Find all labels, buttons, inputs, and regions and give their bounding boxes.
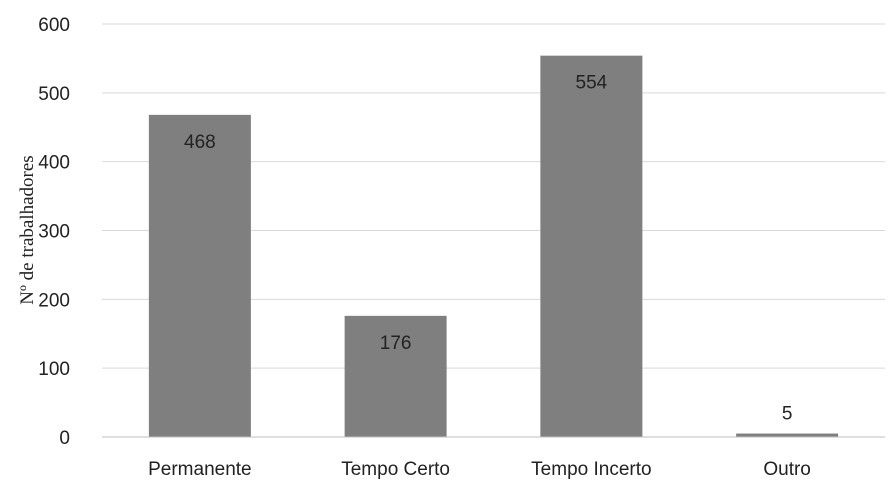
- y-axis-label: Nº de trabalhadores: [17, 155, 38, 304]
- data-label: 468: [184, 132, 216, 153]
- x-tick-label: Outro: [763, 459, 811, 480]
- bar-tempo-certo: [344, 315, 447, 437]
- y-tick-label: 100: [38, 359, 70, 380]
- data-labels: 468 176 554 5: [184, 73, 792, 425]
- y-tick-label: 200: [38, 290, 70, 311]
- data-label: 5: [782, 404, 793, 425]
- y-tick-label: 500: [38, 84, 70, 105]
- y-axis-ticks: 0 100 200 300 400 500 600: [38, 15, 70, 449]
- bar-permanente: [148, 114, 251, 438]
- x-tick-label: Tempo Certo: [341, 459, 450, 480]
- bar-tempo-incerto: [540, 55, 643, 438]
- data-label: 554: [576, 73, 608, 94]
- y-tick-label: 600: [38, 15, 70, 36]
- data-label: 176: [380, 333, 412, 354]
- y-tick-label: 0: [59, 428, 70, 449]
- y-tick-label: 300: [38, 222, 70, 243]
- bar-outro: [736, 433, 839, 437]
- x-tick-label: Tempo Incerto: [531, 459, 651, 480]
- x-tick-label: Permanente: [148, 459, 252, 480]
- y-tick-label: 400: [38, 153, 70, 174]
- x-axis-ticks: Permanente Tempo Certo Tempo Incerto Outro: [148, 459, 811, 480]
- bars: [148, 55, 839, 438]
